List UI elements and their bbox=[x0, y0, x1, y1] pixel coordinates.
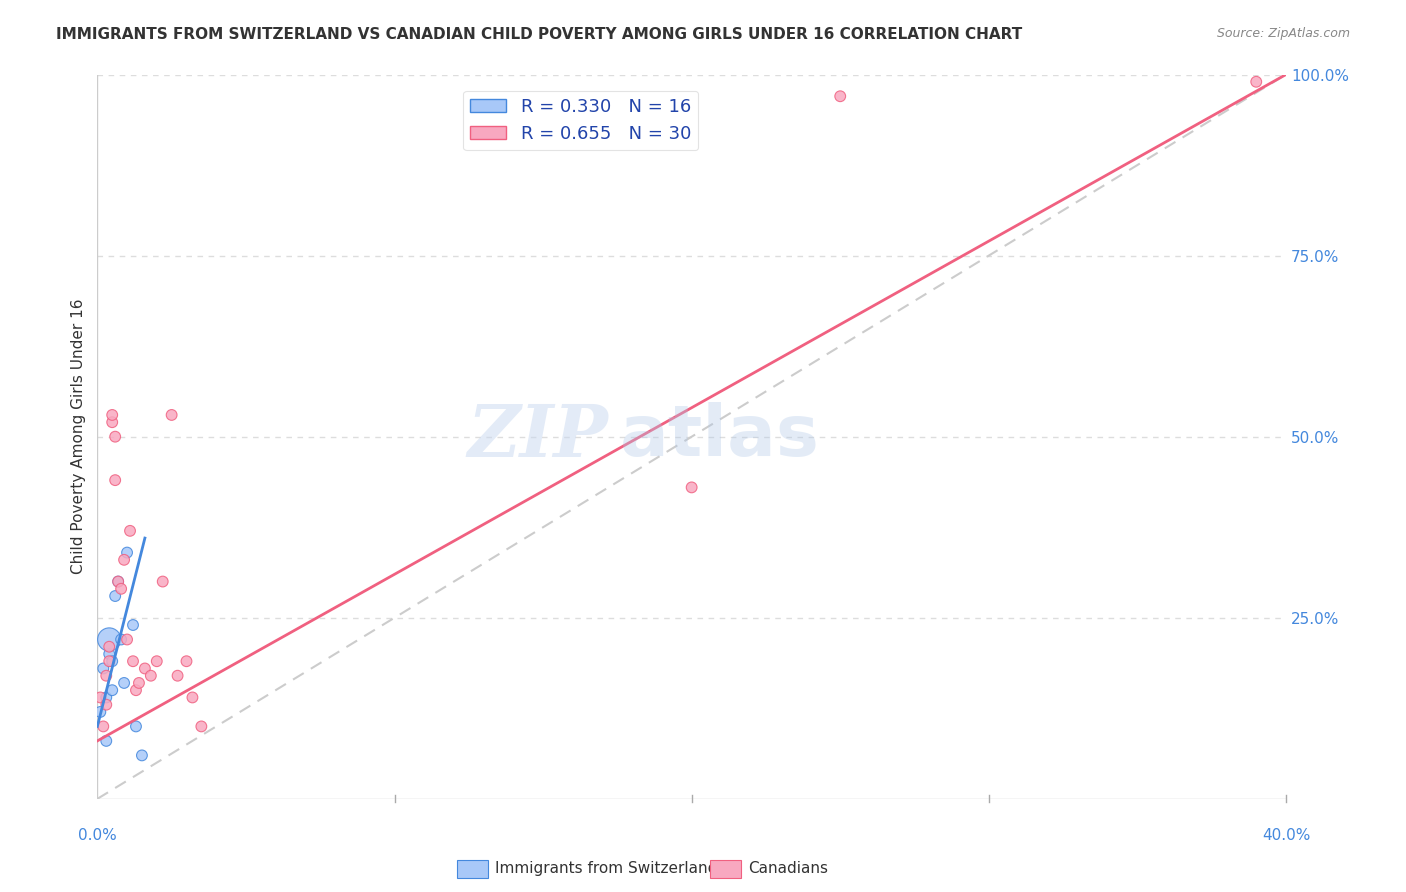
Text: atlas: atlas bbox=[620, 402, 820, 471]
Legend: R = 0.330   N = 16, R = 0.655   N = 30: R = 0.330 N = 16, R = 0.655 N = 30 bbox=[463, 91, 699, 150]
Point bbox=[122, 618, 145, 632]
Point bbox=[160, 408, 183, 422]
Point bbox=[115, 545, 138, 559]
Point bbox=[190, 719, 212, 733]
Point bbox=[104, 473, 127, 487]
Y-axis label: Child Poverty Among Girls Under 16: Child Poverty Among Girls Under 16 bbox=[72, 299, 86, 574]
Point bbox=[98, 632, 121, 647]
Text: 0.0%: 0.0% bbox=[77, 828, 117, 843]
Point bbox=[101, 415, 124, 429]
Point bbox=[101, 683, 124, 698]
Point bbox=[830, 89, 852, 103]
Point bbox=[96, 669, 118, 683]
Point bbox=[118, 524, 141, 538]
Point bbox=[96, 690, 118, 705]
Point bbox=[89, 690, 111, 705]
Point bbox=[104, 430, 127, 444]
Point bbox=[89, 705, 111, 719]
Point bbox=[131, 748, 153, 763]
Point bbox=[101, 408, 124, 422]
Point bbox=[101, 654, 124, 668]
Text: 40.0%: 40.0% bbox=[1261, 828, 1310, 843]
Text: IMMIGRANTS FROM SWITZERLAND VS CANADIAN CHILD POVERTY AMONG GIRLS UNDER 16 CORRE: IMMIGRANTS FROM SWITZERLAND VS CANADIAN … bbox=[56, 27, 1022, 42]
Point bbox=[112, 676, 135, 690]
Point bbox=[134, 661, 156, 675]
Point bbox=[96, 734, 118, 748]
Text: Source: ZipAtlas.com: Source: ZipAtlas.com bbox=[1216, 27, 1350, 40]
Point bbox=[91, 661, 114, 675]
Point bbox=[98, 654, 121, 668]
Point bbox=[107, 574, 129, 589]
Text: ZIP: ZIP bbox=[468, 401, 609, 472]
Point bbox=[91, 719, 114, 733]
Text: Immigrants from Switzerland: Immigrants from Switzerland bbox=[495, 862, 717, 876]
Point bbox=[1244, 75, 1267, 89]
Point bbox=[125, 719, 148, 733]
Point bbox=[166, 669, 188, 683]
Point bbox=[98, 640, 121, 654]
Point bbox=[98, 647, 121, 661]
Text: Canadians: Canadians bbox=[748, 862, 828, 876]
Point bbox=[96, 698, 118, 712]
Point bbox=[104, 589, 127, 603]
Point bbox=[125, 683, 148, 698]
Point bbox=[110, 632, 132, 647]
Point bbox=[139, 669, 162, 683]
Point bbox=[122, 654, 145, 668]
Point bbox=[152, 574, 174, 589]
Point bbox=[128, 676, 150, 690]
Point bbox=[115, 632, 138, 647]
Point bbox=[176, 654, 198, 668]
Point bbox=[110, 582, 132, 596]
Point bbox=[107, 574, 129, 589]
Point bbox=[181, 690, 204, 705]
Point bbox=[681, 480, 703, 494]
Point bbox=[112, 553, 135, 567]
Point bbox=[146, 654, 169, 668]
